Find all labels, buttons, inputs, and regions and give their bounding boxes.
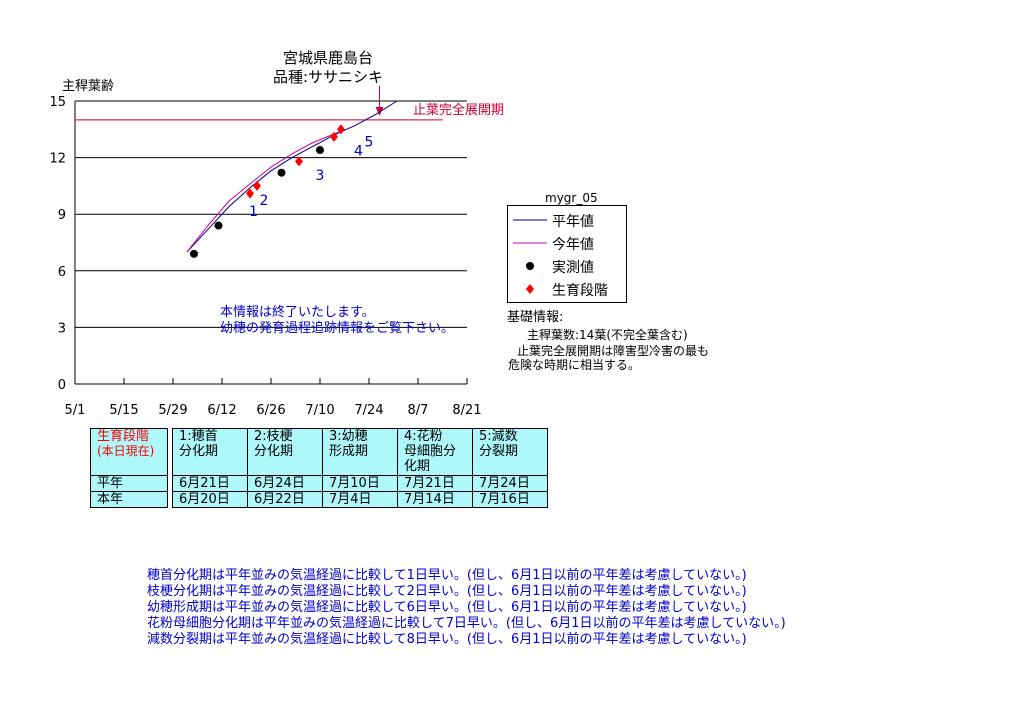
x-tick-label: 8/21	[452, 403, 481, 418]
threshold-arrow-head	[375, 106, 384, 116]
y-tick-label: 9	[58, 208, 66, 223]
measured-point	[190, 249, 198, 258]
note-line: 減数分裂期は平年並みの気温経過に比較して8日早い。(但し、6月1日以前の平年差は…	[147, 632, 747, 647]
legend-title: mygr_05	[545, 191, 598, 205]
y-tick-label: 15	[49, 95, 66, 110]
x-tick-label: 5/1	[65, 403, 86, 418]
x-tick-label: 6/26	[256, 403, 285, 418]
measured-point	[316, 146, 324, 155]
series-layer	[75, 85, 443, 258]
note-line: 花粉母細胞分化期は平年並みの気温経過に比較して7日早い。(但し、6月1日以前の平…	[147, 616, 786, 631]
end-notice: 本情報は終了いたします。 幼穂の発育過程追跡情報をご覧下さい。	[220, 305, 454, 337]
stage-row-label: 平年	[90, 475, 168, 492]
stage-number-label: 1	[249, 204, 258, 220]
stage-cell: 7月24日	[472, 475, 548, 492]
comparison-notes: 穂首分化期は平年並みの気温経過に比較して1日早い。(但し、6月1日以前の平年差は…	[147, 568, 786, 648]
basic-info-line3: 危険な時期に相当する。	[508, 358, 641, 372]
stage-cell: 7月4日	[322, 491, 398, 508]
basic-info-heading: 基礎情報:	[507, 310, 564, 325]
stage-row-label: 本年	[90, 491, 168, 508]
stage-point	[295, 156, 303, 167]
x-tick-label: 7/10	[305, 403, 334, 418]
stage-number-label: 2	[260, 193, 269, 209]
stage-header-sublabel: (本日現在)	[97, 444, 155, 458]
x-tick-label: 5/29	[158, 403, 187, 418]
legend-swatch-stage	[526, 284, 534, 294]
measured-point	[277, 168, 286, 177]
stage-point	[246, 188, 254, 199]
stage-col-3: 3:幼穂 形成期	[322, 428, 398, 476]
stage-cell: 7月10日	[322, 475, 398, 492]
label-layer: 止葉完全展開期 12 3 45	[249, 102, 504, 220]
y-axis-label: 主稈葉齢	[62, 79, 114, 94]
note-line: 枝梗分化期は平年並みの気温経過に比較して2日早い。(但し、6月1日以前の平年差は…	[147, 584, 747, 599]
legend: 平年値 今年値 実測値 生育段階	[507, 205, 627, 303]
basic-info-line1: 主稈葉数:14葉(不完全葉含む)	[527, 328, 688, 342]
stage-cell: 7月21日	[397, 475, 473, 492]
y-tick-label: 3	[58, 321, 66, 336]
x-tick-label: 6/12	[207, 403, 236, 418]
grid-layer	[75, 100, 467, 385]
stage-cell: 6月24日	[247, 475, 323, 492]
chart-title-location: 宮城県鹿島台	[282, 49, 373, 67]
stage-cell: 6月21日	[172, 475, 248, 492]
stage-cell: 7月16日	[472, 491, 548, 508]
measured-point	[214, 221, 223, 230]
legend-swatch-normal	[513, 219, 547, 221]
stage-cell: 7月14日	[397, 491, 473, 508]
stage-number-label: 3	[316, 168, 325, 184]
x-tick-label: 8/7	[408, 403, 429, 418]
stage-cell: 6月20日	[172, 491, 248, 508]
stage-row-this-year: 本年 6月20日 6月22日 7月4日 7月14日 7月16日	[90, 491, 548, 508]
stage-number-label: 4	[354, 144, 363, 160]
stage-point	[253, 180, 261, 191]
legend-label-measured: 実測値	[552, 260, 594, 276]
y-tick-label: 0	[58, 378, 66, 393]
stage-row-normal: 平年 6月21日 6月24日 7月10日 7月21日 7月24日	[90, 475, 548, 492]
stage-point	[330, 131, 338, 142]
x-tick-label: 5/15	[109, 403, 138, 418]
x-tick-label: 7/24	[354, 403, 383, 418]
basic-info-line2: 止葉完全展開期は障害型冷害の最も	[517, 344, 710, 358]
legend-label-stage: 生育段階	[552, 283, 608, 299]
stage-table: 生育段階 (本日現在) 1:穂首 分化期 2:枝梗 分化期 3:幼穂 形成期 4:花粉…	[90, 428, 548, 508]
series-line-1	[186, 130, 342, 253]
stage-table-corner: 生育段階 (本日現在)	[90, 428, 168, 476]
legend-label-this-year: 今年値	[552, 237, 594, 253]
stage-col-4: 4:花粉 母細胞分 化期	[397, 428, 473, 476]
stage-point	[337, 124, 345, 135]
legend-swatch-measured	[526, 262, 534, 270]
end-notice-line2: 幼穂の発育過程追跡情報をご覧下さい。	[220, 321, 455, 336]
chart-title-variety: 品種:ササニシキ	[272, 68, 384, 86]
series-line-0	[186, 100, 398, 253]
y-tick-label: 12	[49, 152, 66, 167]
stage-col-1: 1:穂首 分化期	[172, 428, 248, 476]
y-tick-label: 6	[58, 265, 66, 280]
note-line: 幼穂形成期は平年並みの気温経過に比較して6日早い。(但し、6月1日以前の平年差は…	[147, 600, 747, 615]
stage-table-header: 生育段階 (本日現在) 1:穂首 分化期 2:枝梗 分化期 3:幼穂 形成期 4:花粉…	[90, 428, 548, 476]
stage-number-label: 5	[365, 134, 374, 150]
legend-swatch-this-year	[513, 242, 547, 244]
threshold-label: 止葉完全展開期	[413, 102, 504, 118]
stage-col-5: 5:減数 分裂期	[472, 428, 548, 476]
note-line: 穂首分化期は平年並みの気温経過に比較して1日早い。(但し、6月1日以前の平年差は…	[147, 568, 747, 583]
stage-header-label: 生育段階	[97, 429, 150, 444]
stage-col-2: 2:枝梗 分化期	[247, 428, 323, 476]
stage-cell: 6月22日	[247, 491, 323, 508]
legend-label-normal: 平年値	[552, 214, 594, 230]
end-notice-line1: 本情報は終了いたします。	[220, 305, 375, 320]
